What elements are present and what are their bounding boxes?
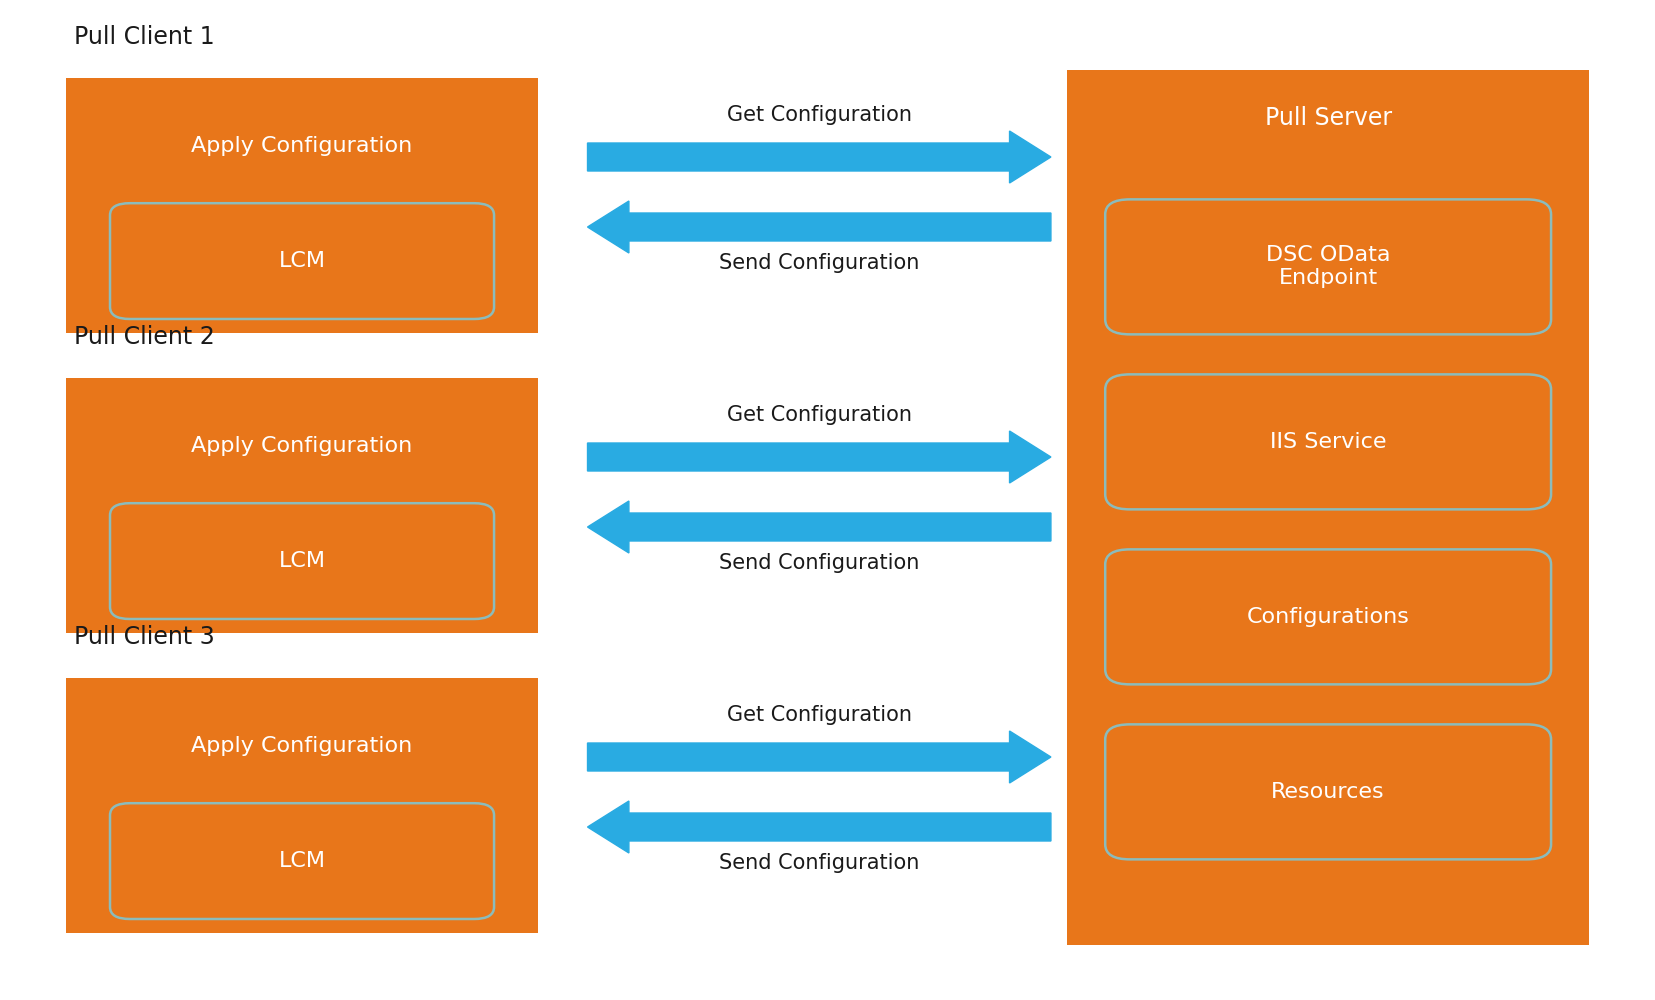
Text: Send Configuration: Send Configuration [718,553,920,573]
Text: Send Configuration: Send Configuration [718,853,920,873]
FancyBboxPatch shape [1067,70,1589,945]
FancyBboxPatch shape [66,678,538,932]
FancyBboxPatch shape [109,203,495,319]
FancyBboxPatch shape [1106,724,1551,859]
FancyBboxPatch shape [1106,199,1551,334]
Text: Resources: Resources [1271,782,1385,802]
FancyBboxPatch shape [66,377,538,633]
Text: Pull Client 1: Pull Client 1 [74,25,215,49]
Text: LCM: LCM [278,851,326,871]
Text: Get Configuration: Get Configuration [727,405,912,425]
Text: LCM: LCM [278,251,326,271]
Text: Pull Server: Pull Server [1264,106,1392,130]
Text: Configurations: Configurations [1246,607,1410,627]
Polygon shape [588,131,1051,183]
FancyBboxPatch shape [66,78,538,332]
Text: Get Configuration: Get Configuration [727,705,912,725]
FancyBboxPatch shape [109,503,495,619]
Polygon shape [588,801,1051,853]
Text: Get Configuration: Get Configuration [727,105,912,125]
Polygon shape [588,431,1051,483]
Polygon shape [588,731,1051,783]
Text: Send Configuration: Send Configuration [718,253,920,273]
Text: Apply Configuration: Apply Configuration [192,736,412,756]
FancyBboxPatch shape [109,803,495,919]
Polygon shape [588,201,1051,253]
Text: Apply Configuration: Apply Configuration [192,436,412,456]
Text: DSC OData
Endpoint: DSC OData Endpoint [1266,245,1390,288]
FancyBboxPatch shape [1106,374,1551,509]
FancyBboxPatch shape [1106,549,1551,684]
Text: IIS Service: IIS Service [1269,432,1387,452]
Text: Pull Client 2: Pull Client 2 [74,325,215,349]
Text: Apply Configuration: Apply Configuration [192,136,412,156]
Text: LCM: LCM [278,551,326,571]
Text: Pull Client 3: Pull Client 3 [74,626,215,650]
Polygon shape [588,501,1051,553]
